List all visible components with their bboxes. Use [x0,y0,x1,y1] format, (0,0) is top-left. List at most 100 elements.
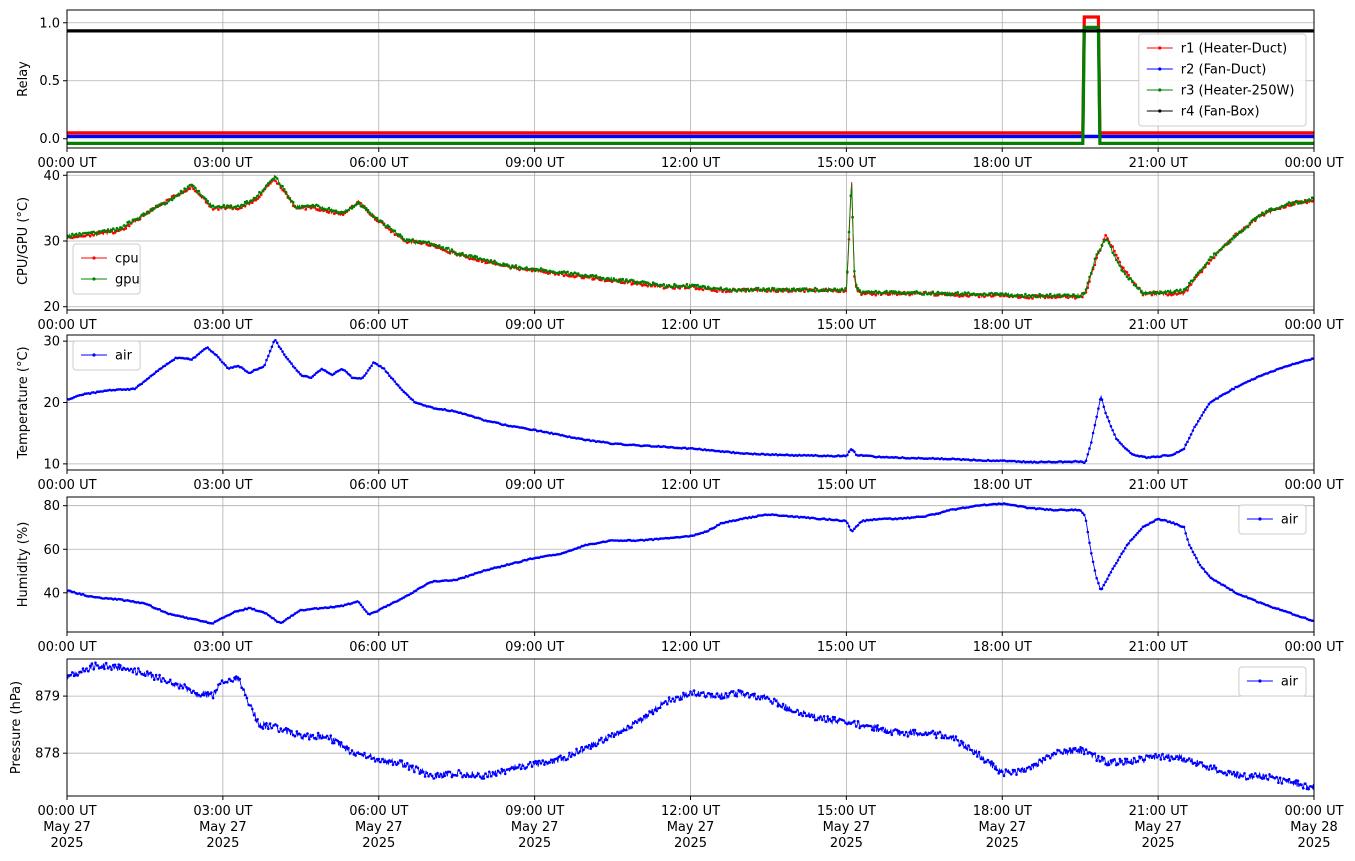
data-point [1182,447,1186,451]
data-point [655,709,658,713]
data-point [1123,272,1127,276]
data-point [714,695,717,699]
data-point [534,269,537,273]
data-point [302,374,306,378]
data-point [69,673,72,677]
data-point [1209,764,1212,767]
y-tick-label: 878 [35,747,60,762]
data-point [965,747,968,750]
data-point [208,692,211,696]
data-point [489,775,493,778]
data-point [886,292,890,295]
data-point [826,715,829,718]
data-point [197,693,201,697]
data-point [1229,389,1232,392]
legend-marker [92,353,96,357]
data-point [1098,248,1102,251]
data-point [894,290,897,293]
data-point [1022,295,1025,299]
data-point [851,529,854,533]
data-point [274,723,277,726]
data-point [1227,390,1230,394]
data-point [1041,756,1045,760]
data-point [1207,574,1211,577]
data-point [115,226,119,230]
data-point [724,692,728,695]
data-point [206,199,209,203]
data-point [446,246,450,250]
data-point [1106,577,1109,581]
data-point [756,695,760,698]
data-point [1220,247,1223,251]
data-point [279,727,283,730]
data-point [824,720,828,723]
data-point [1177,450,1180,454]
data-point [673,700,676,703]
data-point [1205,405,1209,409]
subplot-1: 00:00 UT 03:00 UT 06:00 UT 09:00 UT 12:00 UT… [16,9,1344,171]
data-point [156,369,160,373]
data-point [249,704,252,707]
data-point [268,615,272,618]
data-point [313,204,316,208]
data-point [901,730,904,734]
data-point [1211,256,1214,260]
y-tick-label: 20 [43,396,60,411]
data-point [594,744,598,748]
data-point [1214,253,1218,257]
legend: air [1238,504,1307,535]
data-point [1223,584,1227,588]
data-point [286,357,290,361]
data-point [808,715,812,719]
data-point [397,762,400,765]
data-point [491,771,495,774]
data-point [1097,581,1100,585]
legend: air [1238,666,1307,697]
data-point [382,367,386,370]
data-point [1116,559,1120,562]
data-point [710,692,714,696]
legend: cpu gpu [72,243,141,295]
data-point [1090,441,1093,444]
data-point [577,751,580,755]
data-point [341,213,345,217]
data-point [605,277,609,280]
data-point [251,707,254,711]
data-point [1031,297,1034,300]
data-point [961,293,965,296]
data-point [103,667,106,671]
x-tick-label: 00:00 UT [1284,318,1343,333]
data-point [388,225,391,229]
data-point [277,182,281,185]
data-point [1241,229,1244,233]
data-point [108,230,112,234]
data-point [625,728,628,732]
data-point [787,288,790,292]
data-point [778,704,781,707]
data-point [667,696,671,699]
data-point [550,758,553,762]
data-point [1302,787,1305,790]
data-point [810,713,813,716]
data-point [1172,521,1175,524]
data-point [361,753,365,757]
data-point [530,765,534,768]
data-point [194,186,197,190]
data-point [236,676,240,679]
data-point [732,690,735,693]
data-point [1017,767,1020,771]
legend-label: cpu [115,252,139,267]
data-point [1200,414,1204,417]
data-point [1273,777,1277,780]
x-tick-label: 12:00 UT [661,318,720,333]
data-point [450,248,454,251]
data-point [1027,297,1031,300]
data-point [211,696,215,700]
data-point [920,515,924,518]
data-point [589,747,592,750]
data-point [833,287,837,291]
data-point [1193,761,1196,765]
data-point [222,203,226,207]
data-point [1184,443,1187,447]
